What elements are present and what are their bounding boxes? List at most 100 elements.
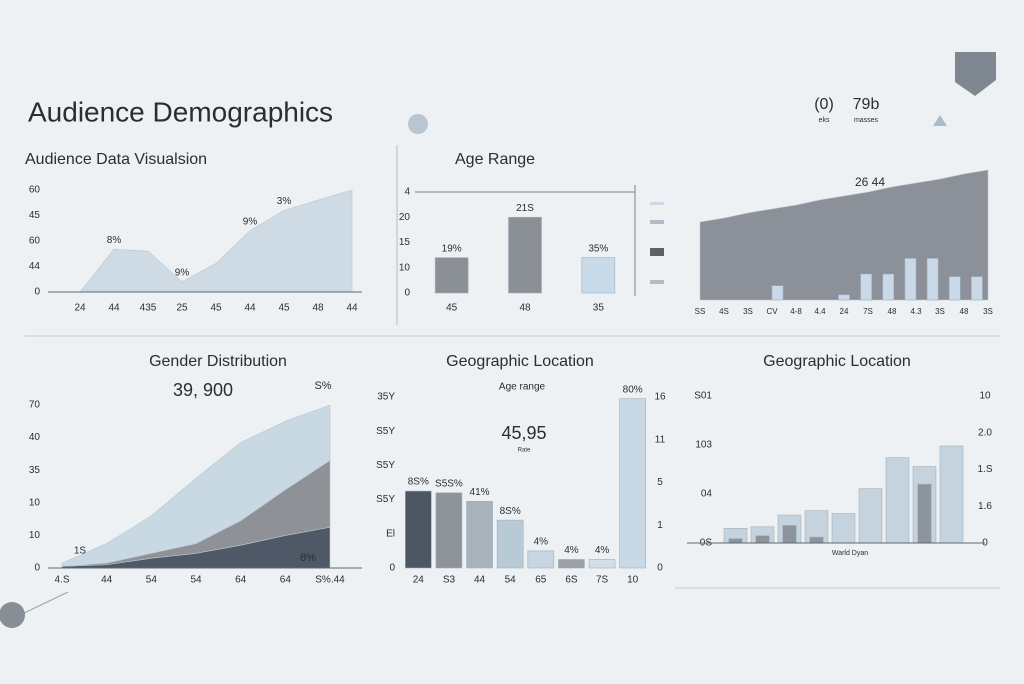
- y-tick-label: 10: [399, 262, 411, 273]
- bar: [904, 258, 917, 301]
- x-tick-label: 48: [960, 307, 969, 316]
- x-tick-label: 64: [235, 575, 247, 586]
- value-label: 8S%: [408, 477, 429, 488]
- x-tick-label: 35: [593, 303, 605, 314]
- value-label: 19%: [442, 243, 462, 254]
- y2-tick-label: 16: [654, 392, 666, 403]
- x-tick-label: 45: [278, 303, 290, 314]
- y-tick-label: 60: [29, 236, 41, 247]
- y-tick-label: 04: [701, 489, 713, 500]
- bar: [581, 257, 616, 294]
- value-label: 35%: [588, 243, 608, 254]
- value-label: 4%: [534, 537, 549, 548]
- y2-tick-label: 5: [657, 477, 663, 488]
- chart-title: Audience Data Visualsion: [25, 151, 207, 168]
- y-tick-label: El: [386, 528, 395, 539]
- x-tick-label: 48: [519, 303, 531, 314]
- bar: [885, 457, 910, 544]
- value-label: 4%: [564, 545, 579, 556]
- value-label: 3%: [277, 196, 292, 207]
- x-tick-label: 7S: [596, 575, 609, 586]
- annotation: 39, 900: [173, 380, 233, 400]
- bar: [809, 536, 824, 544]
- annotation: 45,95: [501, 423, 546, 443]
- bar: [404, 490, 432, 569]
- value-label: 21S: [516, 203, 534, 214]
- x-tick-label: 4S: [719, 307, 729, 316]
- y-tick-label: 10: [29, 497, 41, 508]
- x-tick-label: 6S: [565, 575, 578, 586]
- bar: [971, 276, 983, 301]
- bar: [948, 276, 961, 301]
- x-tick-label: 435: [140, 303, 157, 314]
- y-tick-label: 0: [34, 563, 40, 574]
- bar: [882, 273, 895, 301]
- value-label: 8%: [107, 235, 122, 246]
- x-tick-label: 64: [280, 575, 292, 586]
- value-label: 9%: [175, 267, 190, 278]
- y-tick-label: 15: [399, 237, 411, 248]
- bar: [496, 519, 524, 569]
- bar: [558, 559, 585, 569]
- bar: [858, 488, 883, 544]
- decor-line: [19, 591, 69, 616]
- bar: [619, 398, 647, 569]
- y2-tick-label: 1.S: [977, 464, 992, 475]
- y-tick-label: S5Y: [376, 460, 395, 471]
- stat-value: 79b: [853, 96, 880, 113]
- bar: [860, 273, 872, 301]
- x-tick-label: 48: [312, 303, 324, 314]
- decor-circle: [408, 114, 428, 134]
- bar: [926, 258, 939, 301]
- x-tick-label: 48: [888, 307, 897, 316]
- y2-tick-label: 10: [979, 391, 991, 402]
- chart-title: Age Range: [455, 151, 535, 168]
- bar: [917, 483, 932, 544]
- y-tick-label: 103: [695, 440, 712, 451]
- value-label: 9%: [243, 216, 258, 227]
- x-tick-label: 54: [190, 575, 202, 586]
- x-tick-label: 3S: [743, 307, 753, 316]
- x-tick-label: S3: [443, 575, 456, 586]
- bar: [466, 501, 493, 569]
- x-tick-label: 44: [108, 303, 120, 314]
- x-tick-label: 44: [346, 303, 358, 314]
- bar: [838, 294, 850, 301]
- decor-triangle: [933, 115, 947, 126]
- bar: [939, 445, 964, 544]
- value-label: 4%: [595, 545, 610, 556]
- x-tick-label: 54: [146, 575, 158, 586]
- y-tick-label: 60: [29, 185, 41, 196]
- y-tick-label: S5Y: [376, 494, 395, 505]
- annotation: Warld Dyan: [832, 550, 868, 557]
- value-label: 8S%: [500, 506, 521, 517]
- area: [61, 404, 331, 567]
- y-tick-label: S5Y: [376, 426, 395, 437]
- legend-swatch: [650, 220, 664, 224]
- annotation: 26 44: [855, 175, 885, 189]
- y2-tick-label: 0: [982, 538, 988, 549]
- y-tick-label: 0: [404, 288, 410, 299]
- bar: [782, 525, 797, 544]
- x-tick-label: 3S: [935, 307, 945, 316]
- bar: [434, 257, 469, 294]
- y2-tick-label: 1: [657, 520, 663, 531]
- y-tick-label: 10: [29, 530, 41, 541]
- y-tick-label: S01: [694, 391, 712, 402]
- annotation: 8%: [300, 552, 316, 564]
- legend-swatch: [650, 280, 664, 284]
- bar: [755, 535, 770, 544]
- y-tick-label: 0: [34, 287, 40, 298]
- decor-circle: [0, 602, 25, 628]
- annotation: Age range: [499, 382, 546, 393]
- annotation: S%: [314, 380, 331, 392]
- x-tick-label: 24: [840, 307, 849, 316]
- bar: [435, 492, 463, 569]
- x-tick-label: 44: [101, 575, 113, 586]
- value-label: 41%: [470, 487, 490, 498]
- y-tick-label: 70: [29, 400, 41, 411]
- bar: [728, 538, 743, 544]
- legend-swatch: [650, 248, 664, 256]
- stat-label: masses: [854, 117, 879, 124]
